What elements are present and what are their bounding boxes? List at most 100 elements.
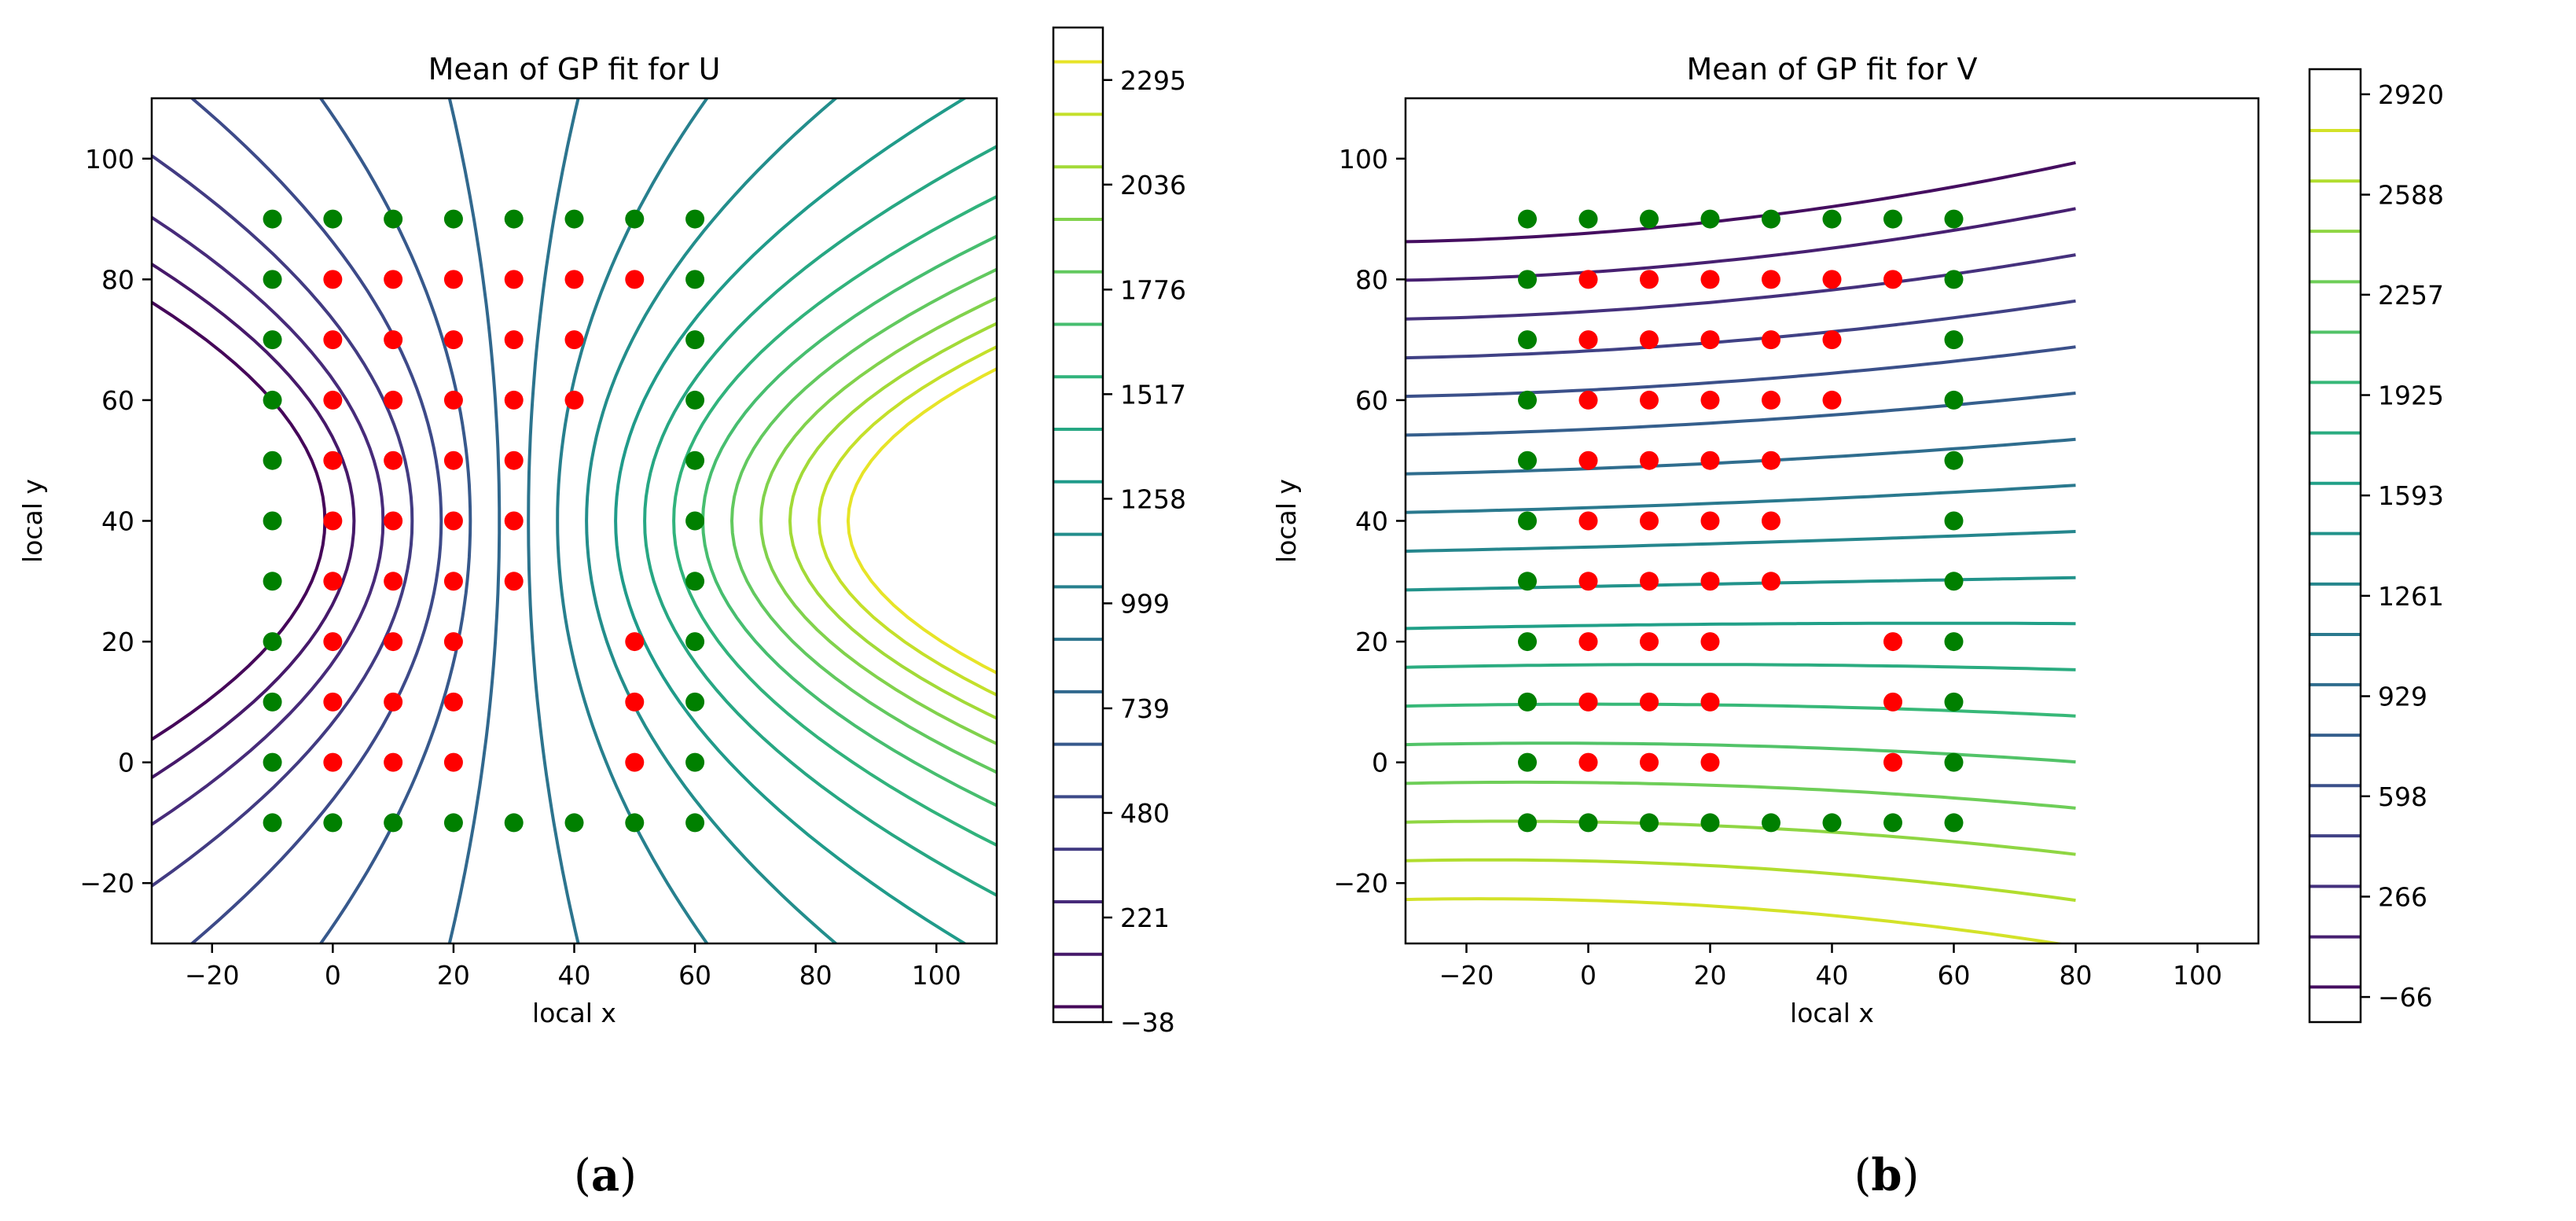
green-point [1944,209,1964,229]
chart-panel-0: −20 0 20 40 60 80 100 −20 0 20 40 60 80 100 Mean of GP… [17,26,1186,1038]
contour-line [1406,663,2076,671]
green-point [263,451,282,470]
contour-line [556,98,709,943]
colorbar-tick-label: 2588 [2378,180,2444,211]
green-point [323,813,343,833]
contour-line [1406,253,2076,321]
contour-line [1406,530,2076,553]
green-point [384,813,403,833]
red-point [1700,330,1720,350]
green-point [263,813,282,833]
x-tick-label: −20 [1439,960,1494,991]
green-point [1944,270,1964,289]
red-point [384,692,403,712]
contour-line [817,344,997,697]
green-point [685,390,705,410]
red-point [1578,270,1598,289]
y-tick-label: 60 [1355,385,1388,416]
green-point [263,330,282,350]
green-point [263,209,282,229]
green-point [263,692,282,712]
red-point [504,451,524,470]
green-point [443,209,463,229]
contour-line [1406,702,2076,718]
green-point [263,390,282,410]
green-point [1822,813,1842,833]
contour-line [1406,299,2076,360]
x-tick-label: 100 [912,960,961,991]
green-point [685,451,705,470]
red-point [1762,451,1780,470]
colorbar-frame [2308,68,2362,1024]
chart-title: Mean of GP fit for V [1687,52,1978,86]
colorbar-frame [1052,26,1104,1024]
contour-line [1406,484,2076,514]
contour-line [846,366,997,675]
green-point [1518,752,1537,772]
red-point [1640,390,1659,410]
green-point [263,572,282,591]
green-point [263,270,282,289]
red-point [384,270,403,289]
green-point [384,209,403,229]
contour-lines-1 [1406,160,2076,943]
contour-line [788,322,997,720]
contour-line [614,98,968,943]
colorbar-tick-label: 1593 [2378,480,2444,511]
red-point [1700,572,1720,591]
red-point [564,330,584,350]
red-point [1762,330,1780,350]
contour-line [1406,437,2076,476]
red-point [323,390,343,410]
green-point [685,752,705,772]
chart-title: Mean of GP fit for U [428,52,721,86]
green-point [1700,209,1720,229]
red-point [1700,390,1720,410]
red-point [323,752,343,772]
red-point [443,511,463,531]
red-point [504,270,524,289]
green-point [1518,270,1537,289]
red-point [323,511,343,531]
data-points-0 [263,209,705,833]
green-point [1578,813,1598,833]
green-point [685,692,705,712]
x-tick-label: 100 [2173,960,2222,991]
red-point [1640,692,1659,712]
red-point [323,330,343,350]
x-tick-label: 0 [1580,960,1597,991]
red-point [1578,572,1598,591]
green-point [685,572,705,591]
green-point [1944,451,1964,470]
contour-line [729,267,997,774]
x-tick-label: −20 [185,960,240,991]
red-point [625,692,645,712]
contour-line [585,98,839,943]
green-point [685,511,705,531]
green-point [1518,511,1537,531]
red-point [504,330,524,350]
red-point [443,451,463,470]
red-point [323,270,343,289]
contour-line [1406,897,2067,943]
green-point [685,632,705,652]
x-axis-label: local x [1790,998,1874,1028]
green-point [323,209,343,229]
red-point [323,632,343,652]
green-point [1944,330,1964,350]
contour-line [759,296,997,746]
red-point [443,270,463,289]
red-point [443,632,463,652]
contour-line [1406,207,2076,282]
green-point [1944,511,1964,531]
red-point [1640,752,1659,772]
red-point [443,330,463,350]
x-tick-label: 20 [1694,960,1727,991]
green-point [1518,390,1537,410]
contour-lines-0 [152,98,997,943]
red-point [1762,572,1780,591]
x-tick-label: 40 [558,960,591,991]
red-point [384,632,403,652]
colorbar-tick-label: 2257 [2378,280,2444,311]
